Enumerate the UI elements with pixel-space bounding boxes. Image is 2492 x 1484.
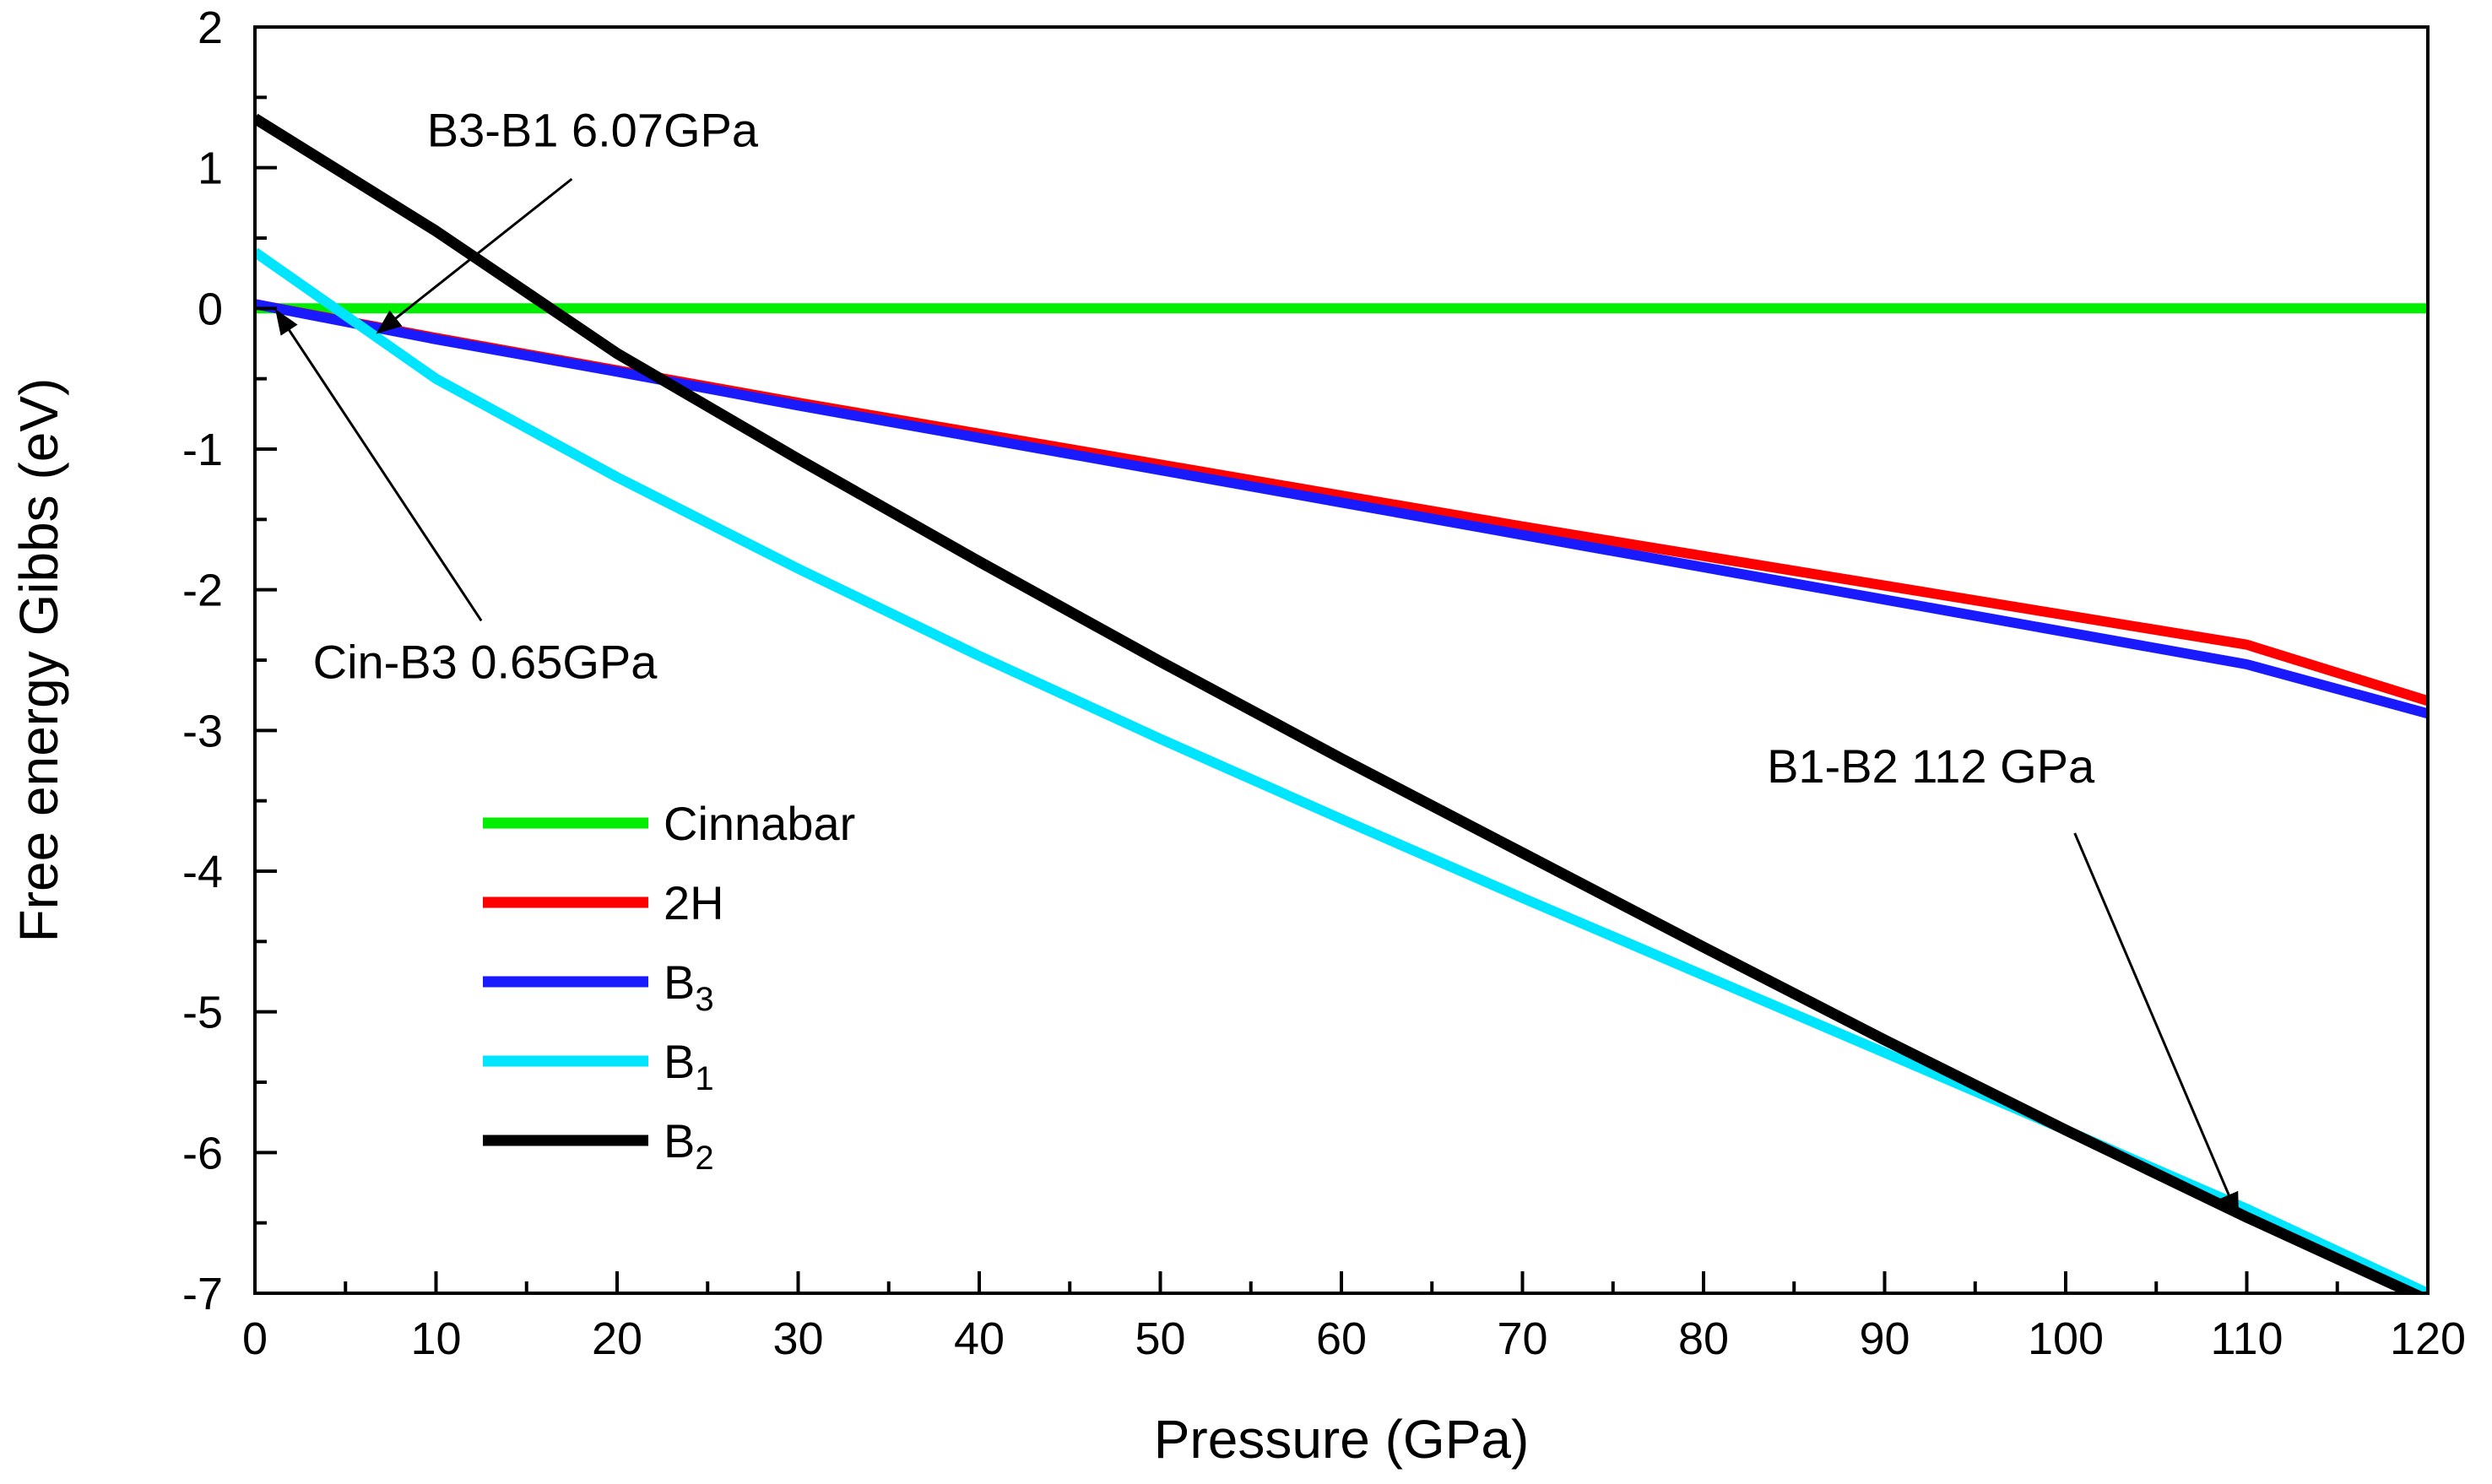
x-tick-label: 40 — [954, 1313, 1005, 1364]
y-tick-label: -6 — [182, 1128, 223, 1178]
x-axis-title: Pressure (GPa) — [1154, 1409, 1530, 1470]
annotation-arrow-1 — [376, 177, 573, 334]
annotation-label-3: B1-B2 112 GPa — [1767, 739, 2095, 793]
y-tick-label: -5 — [182, 988, 223, 1038]
y-tick-label: -3 — [182, 706, 223, 756]
x-tick-label: 0 — [242, 1313, 268, 1364]
y-tick-label: 1 — [198, 144, 223, 194]
x-tick-label: 120 — [2390, 1313, 2466, 1364]
annotation-label-2: Cin-B3 0.65GPa — [313, 636, 658, 689]
x-tick-label: 60 — [1316, 1313, 1367, 1364]
x-tick-label: 10 — [410, 1313, 461, 1364]
x-tick-label: 20 — [592, 1313, 642, 1364]
annotation-arrow-3 — [2073, 832, 2240, 1219]
x-tick-label: 70 — [1497, 1313, 1547, 1364]
y-tick-label: -1 — [182, 425, 223, 475]
label-layer: 0 10 20 30 40 50 60 70 80 90 100 110 120210-1-2-3-4-… — [8, 3, 2466, 1470]
y-tick-label: -4 — [182, 847, 223, 897]
series-line-b3 — [255, 299, 2428, 719]
y-tick-label: -2 — [182, 566, 223, 616]
x-tick-label: 90 — [1859, 1313, 1910, 1364]
annotation-arrow-2 — [275, 309, 483, 622]
x-tick-label: 30 — [772, 1313, 823, 1364]
series-layer — [255, 113, 2428, 1293]
y-tick-label: 0 — [198, 284, 223, 334]
legend-label-2h: 2H — [664, 876, 724, 929]
legend-label-b1: B1 — [664, 1035, 714, 1097]
y-tick-label: 2 — [198, 3, 223, 53]
x-tick-label: 100 — [2028, 1313, 2104, 1364]
annotation-label-1: B3-B1 6.07GPa — [427, 104, 759, 157]
x-tick-label: 80 — [1678, 1313, 1729, 1364]
legend-label-b3: B3 — [664, 956, 714, 1018]
legend: Cinnabar 2H B3 B1 B2 — [483, 797, 855, 1177]
x-tick-label: 110 — [2210, 1313, 2283, 1364]
annotation-layer: B3-B1 6.07GPa Cin-B3 0.65GPa B1-B2 112 GPa — [275, 104, 2240, 1219]
y-axis-title: Free energy Gibbs (eV) — [8, 378, 69, 943]
y-tick-label: -7 — [182, 1269, 223, 1319]
series-line-b2 — [255, 113, 2426, 1293]
legend-label-cinnabar: Cinnabar — [664, 797, 855, 850]
tick-layer — [253, 25, 2430, 1295]
x-tick-label: 50 — [1135, 1313, 1185, 1364]
legend-label-b2: B2 — [664, 1114, 714, 1177]
